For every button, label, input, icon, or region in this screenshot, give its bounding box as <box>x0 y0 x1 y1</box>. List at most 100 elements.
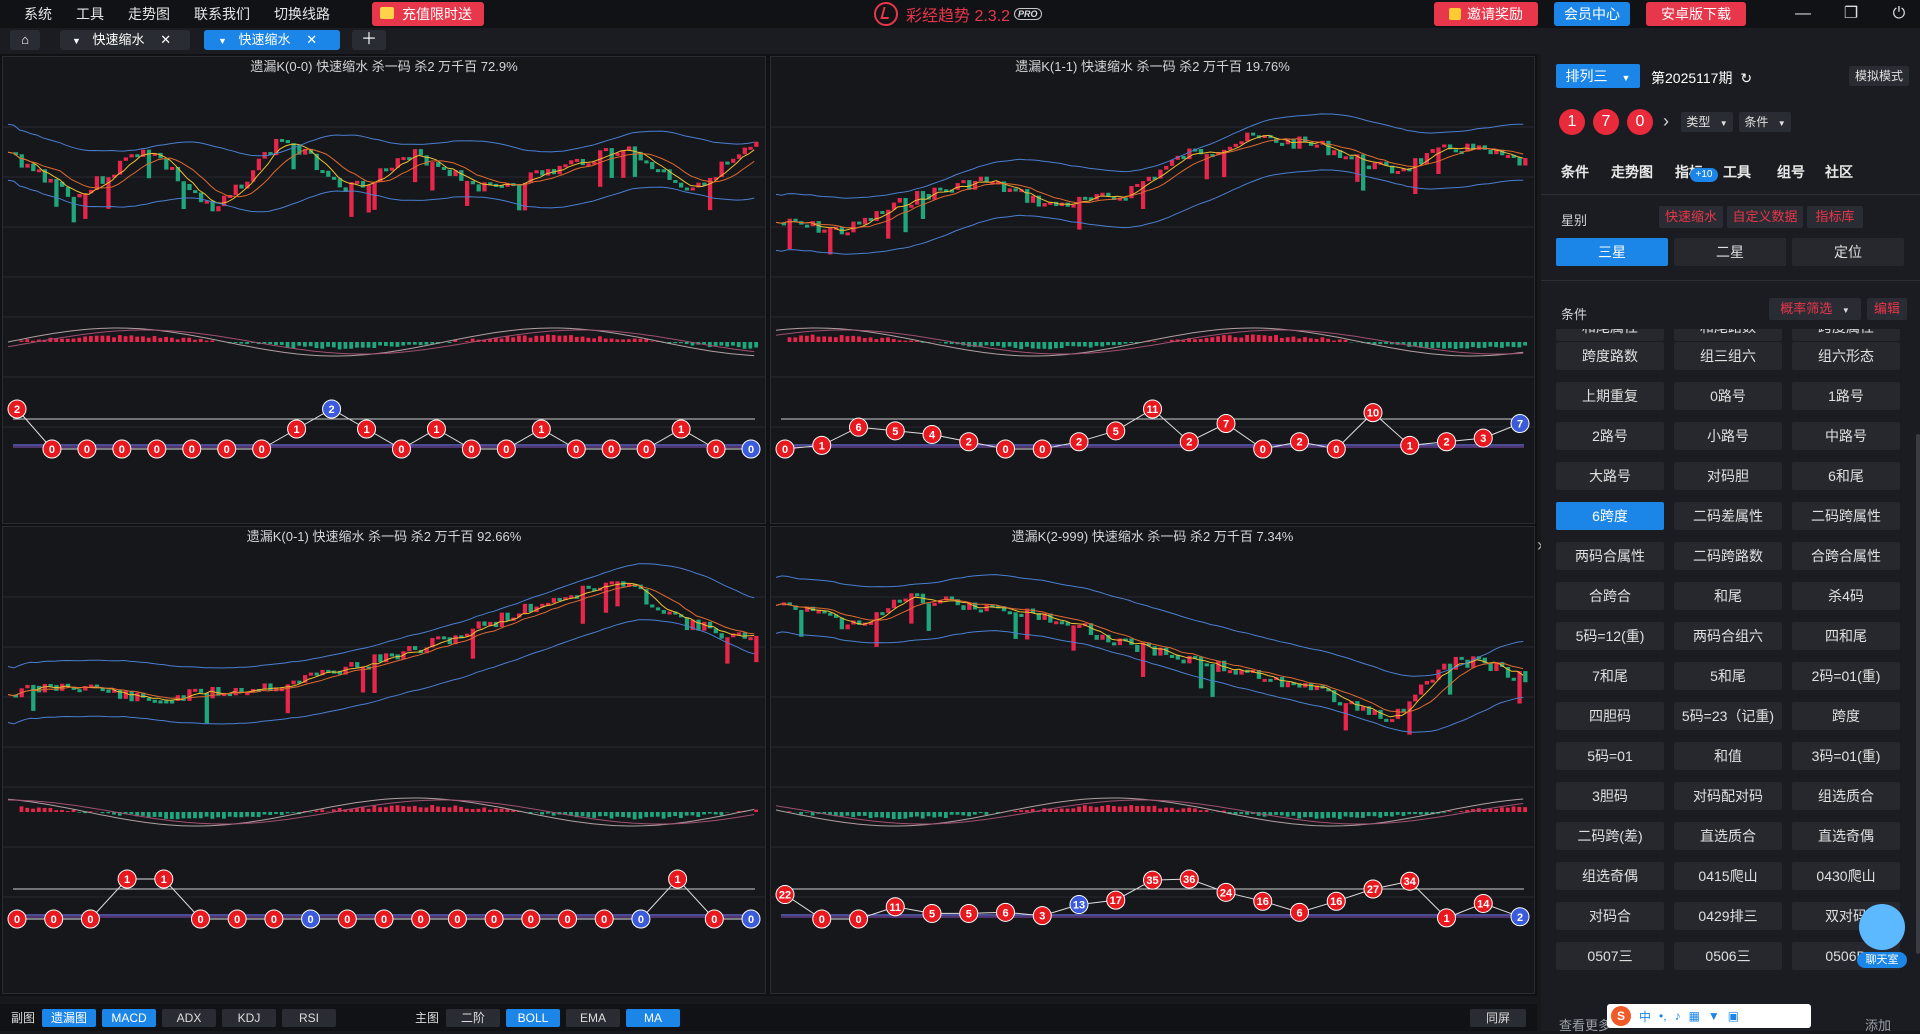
condition-button[interactable]: 对码合 <box>1556 902 1664 930</box>
condition-button[interactable]: 组三组六 <box>1674 342 1782 370</box>
home-tab[interactable]: ⌂ <box>10 30 40 50</box>
maximize-icon[interactable]: ❐ <box>1834 0 1868 28</box>
condition-button[interactable]: 1路号 <box>1792 382 1900 410</box>
menu-system[interactable]: 系统 <box>12 0 64 28</box>
condition-button[interactable]: 对码配对码 <box>1674 782 1782 810</box>
lottery-select[interactable]: 排列三▼ <box>1556 64 1640 88</box>
nav-trend[interactable]: 走势图 <box>1611 162 1653 182</box>
btn-ma[interactable]: MA <box>626 1009 680 1027</box>
condition-button[interactable]: 0506三 <box>1674 942 1782 970</box>
probability-filter[interactable]: 概率筛选 ▼ <box>1769 298 1861 320</box>
btn-same-screen[interactable]: 同屏 <box>1470 1009 1526 1027</box>
invite-button[interactable]: 邀请奖励 <box>1434 2 1538 26</box>
condition-button[interactable]: 组选奇偶 <box>1556 862 1664 890</box>
condition-button[interactable]: 5码=12(重) <box>1556 622 1664 650</box>
condition-button[interactable]: 跨度 <box>1792 702 1900 730</box>
condition-button[interactable]: 小路号 <box>1674 422 1782 450</box>
tab-quick-shrink-1[interactable]: ▼ 快速缩水 ✕ <box>60 30 190 50</box>
menu-switch-line[interactable]: 切换线路 <box>262 0 342 28</box>
btn-boll[interactable]: BOLL <box>506 1009 560 1027</box>
condition-button[interactable]: 7和尾 <box>1556 662 1664 690</box>
close-icon[interactable]: ✕ <box>306 32 317 47</box>
btn-omission[interactable]: 遗漏图 <box>42 1009 96 1027</box>
view-more-link[interactable]: 查看更多 <box>1559 1015 1611 1034</box>
condition-button[interactable]: 组六形态 <box>1792 342 1900 370</box>
close-icon[interactable]: ✕ <box>160 32 171 47</box>
condition-button[interactable]: 四和尾 <box>1792 622 1900 650</box>
btn-second-order[interactable]: 二阶 <box>446 1009 500 1027</box>
condition-button[interactable]: 合跨合 <box>1556 582 1664 610</box>
condition-button[interactable]: 中路号 <box>1792 422 1900 450</box>
condition-button[interactable]: 两码合属性 <box>1556 542 1664 570</box>
condition-button[interactable]: 两码合组六 <box>1674 622 1782 650</box>
condition-button[interactable]: 6和尾 <box>1792 462 1900 490</box>
condition-button[interactable]: 杀4码 <box>1792 582 1900 610</box>
promo-button[interactable]: 充值限时送 <box>372 2 484 26</box>
sidebar-scrollbar[interactable] <box>1916 434 1920 954</box>
menu-trend[interactable]: 走势图 <box>116 0 182 28</box>
condition-button[interactable]: 0507三 <box>1556 942 1664 970</box>
condition-button[interactable]: 5码=01 <box>1556 742 1664 770</box>
condition-button[interactable]: 和尾路数 <box>1674 329 1782 341</box>
condition-button[interactable]: 3码=01(重) <box>1792 742 1900 770</box>
condition-select[interactable]: 条件 ▼ <box>1739 112 1791 132</box>
condition-button[interactable]: 合跨合属性 <box>1792 542 1900 570</box>
condition-button[interactable]: 和尾属性 <box>1556 329 1664 341</box>
tab-quick-shrink-2[interactable]: ▼ 快速缩水 ✕ <box>204 30 340 50</box>
nav-community[interactable]: 社区 <box>1825 162 1853 182</box>
condition-button[interactable]: 5码=23（记重) <box>1674 702 1782 730</box>
condition-button[interactable]: 直选奇偶 <box>1792 822 1900 850</box>
condition-button[interactable]: 上期重复 <box>1556 382 1664 410</box>
condition-button[interactable]: 二码差属性 <box>1674 502 1782 530</box>
tab-indicator-lib[interactable]: 指标库 <box>1807 206 1863 228</box>
btn-two-star[interactable]: 二星 <box>1674 238 1786 266</box>
chevron-right-icon[interactable]: › <box>1663 111 1669 132</box>
add-tab-button[interactable]: ＋ <box>352 30 386 50</box>
refresh-icon[interactable]: ↻ <box>1740 70 1752 86</box>
nav-tools[interactable]: 工具 <box>1723 162 1751 182</box>
condition-button[interactable]: 2路号 <box>1556 422 1664 450</box>
btn-adx[interactable]: ADX <box>162 1009 216 1027</box>
condition-button[interactable]: 跨度属性 <box>1792 329 1900 341</box>
btn-rsi[interactable]: RSI <box>282 1009 336 1027</box>
type-select[interactable]: 类型 ▼ <box>1681 112 1733 132</box>
condition-button[interactable]: 0430爬山 <box>1792 862 1900 890</box>
add-link[interactable]: 添加 <box>1865 1015 1891 1034</box>
btn-position[interactable]: 定位 <box>1792 238 1904 266</box>
condition-button[interactable]: 0415爬山 <box>1674 862 1782 890</box>
condition-button[interactable]: 0路号 <box>1674 382 1782 410</box>
btn-macd[interactable]: MACD <box>102 1009 156 1027</box>
condition-button[interactable]: 四胆码 <box>1556 702 1664 730</box>
condition-button[interactable]: 二码跨属性 <box>1792 502 1900 530</box>
btn-three-star[interactable]: 三星 <box>1556 238 1668 266</box>
condition-button[interactable]: 二码跨路数 <box>1674 542 1782 570</box>
menu-tools[interactable]: 工具 <box>64 0 116 28</box>
condition-button[interactable]: 5和尾 <box>1674 662 1782 690</box>
nav-conditions[interactable]: 条件 <box>1561 162 1589 182</box>
android-download-button[interactable]: 安卓版下载 <box>1646 2 1746 26</box>
condition-button[interactable]: 大路号 <box>1556 462 1664 490</box>
btn-ema[interactable]: EMA <box>566 1009 620 1027</box>
edit-button[interactable]: 编辑 <box>1867 298 1907 320</box>
minimize-icon[interactable]: — <box>1786 0 1820 28</box>
simulation-mode-button[interactable]: 模拟模式 <box>1849 66 1909 86</box>
tab-custom-data[interactable]: 自定义数据 <box>1727 206 1803 228</box>
condition-button[interactable]: 直选质合 <box>1674 822 1782 850</box>
condition-button[interactable]: 6跨度 <box>1556 502 1664 530</box>
condition-button[interactable]: 组选质合 <box>1792 782 1900 810</box>
condition-button[interactable]: 和尾 <box>1674 582 1782 610</box>
condition-button[interactable]: 二码跨(差) <box>1556 822 1664 850</box>
nav-group[interactable]: 组号 <box>1777 162 1805 182</box>
member-center-button[interactable]: 会员中心 <box>1554 2 1630 26</box>
tab-quick-shrink[interactable]: 快速缩水 <box>1659 206 1723 228</box>
condition-button[interactable]: 2码=01(重) <box>1792 662 1900 690</box>
condition-button[interactable]: 3胆码 <box>1556 782 1664 810</box>
chat-bot-icon[interactable] <box>1859 904 1905 950</box>
condition-button[interactable]: 0429排三 <box>1674 902 1782 930</box>
power-icon[interactable]: ⏻ <box>1882 0 1916 28</box>
condition-button[interactable]: 跨度路数 <box>1556 342 1664 370</box>
